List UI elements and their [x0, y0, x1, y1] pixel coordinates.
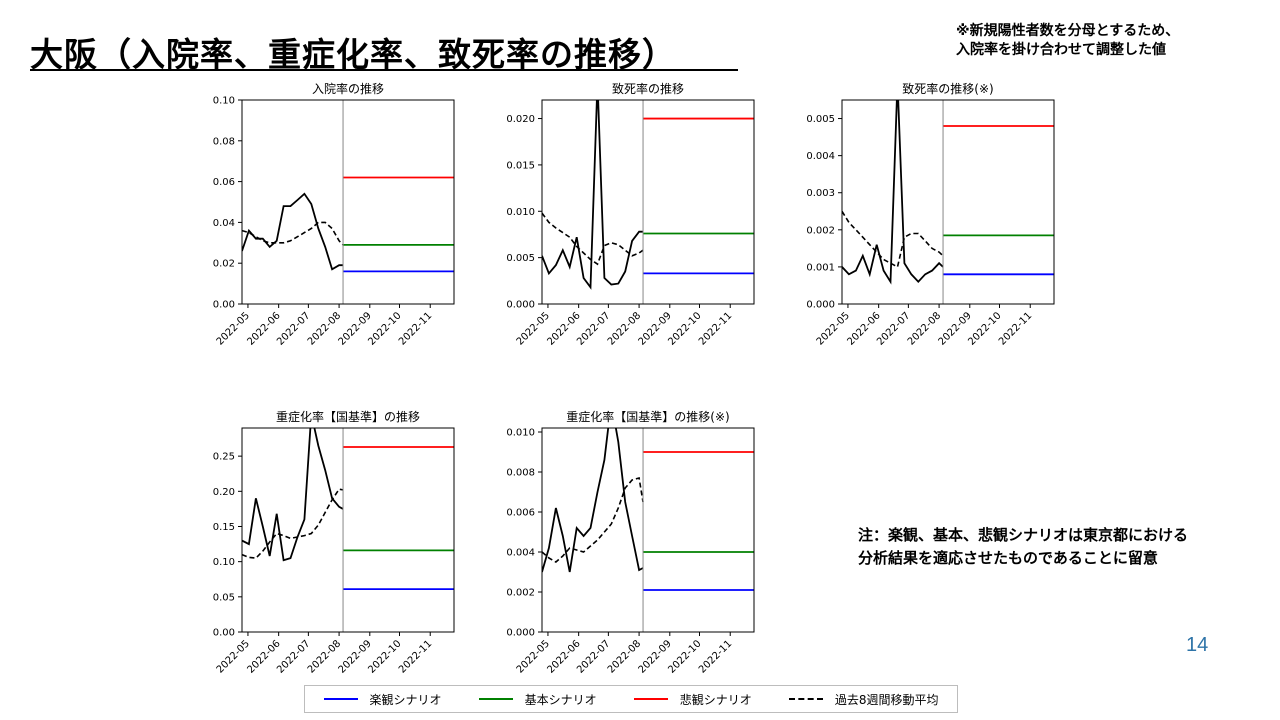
y-tick-label: 0.010: [506, 428, 535, 439]
legend-item-optimistic: 楽観シナリオ: [323, 691, 442, 708]
chart-fatality-rate-adjusted: 致死率の推移(※) 0.000 0.001 0.002 0.003 0.004 0.005 2…: [790, 76, 1070, 380]
y-tick-label: 0.000: [506, 300, 535, 311]
plot-area: [542, 100, 754, 290]
y-tick-label: 0.008: [506, 468, 535, 479]
y-tick-label: 0.04: [213, 218, 235, 229]
chart-title: 重症化率【国基準】の推移: [276, 409, 420, 424]
chart-svg: 重症化率【国基準】の推移(※) 0.000 0.002 0.004 0.006 0.008…: [506, 409, 755, 676]
legend-swatch-base: [478, 698, 513, 700]
y-tick-label: 0.015: [506, 160, 535, 171]
moving-average-line: [842, 210, 944, 269]
y-tick-label: 0.00: [213, 628, 235, 639]
plot-area: [842, 100, 1054, 285]
chart-severity-rate: 重症化率【国基準】の推移 0.00 0.05 0.10 0.15 0.20 0.25 2022…: [190, 404, 470, 708]
moving-average-line: [542, 476, 644, 563]
chart-fatality-rate: 致死率の推移 0.000 0.005 0.010 0.015 0.020 2022-05 20…: [490, 76, 770, 380]
title-underline: [30, 69, 738, 71]
plot-area: [542, 428, 754, 591]
y-tick-label: 0.15: [213, 522, 235, 533]
y-tick-label: 0.000: [806, 300, 835, 311]
chart-title: 入院率の推移: [312, 81, 384, 96]
y-tick-label: 0.10: [213, 96, 235, 107]
plot-frame: [841, 99, 1055, 305]
chart-svg: 致死率の推移(※) 0.000 0.001 0.002 0.003 0.004 0.005 2…: [806, 81, 1055, 348]
y-tick-label: 0.002: [806, 225, 835, 236]
chart-legend: 楽観シナリオ 基本シナリオ 悲観シナリオ 過去8週間移動平均: [304, 685, 958, 713]
y-tick-label: 0.08: [213, 136, 235, 147]
y-tick-label: 0.005: [506, 253, 535, 264]
y-tick-label: 0.10: [213, 557, 235, 568]
plot-area: [242, 176, 454, 273]
legend-swatch-moving-average: [788, 698, 823, 700]
moving-average-line: [242, 488, 344, 559]
legend-label: 悲観シナリオ: [679, 692, 752, 707]
legend-label: 基本シナリオ: [524, 692, 597, 707]
x-tick-label: 2022-11: [697, 638, 734, 675]
plot-frame: [541, 99, 755, 305]
actual-line: [542, 100, 643, 290]
y-tick-label: 0.05: [213, 592, 235, 603]
actual-line: [842, 100, 944, 285]
y-tick-label: 0.20: [213, 487, 235, 498]
x-tick-label: 2022-11: [997, 310, 1034, 347]
legend-swatch-pessimistic: [633, 698, 668, 700]
y-tick-label: 0.004: [506, 548, 535, 559]
y-tick-label: 0.006: [506, 508, 535, 519]
y-tick-label: 0.002: [506, 588, 535, 599]
y-tick-label: 0.06: [213, 177, 235, 188]
plot-frame: [241, 427, 455, 633]
chart-title: 重症化率【国基準】の推移(※): [566, 409, 729, 424]
chart-title: 致死率の推移(※): [902, 81, 993, 96]
chart-hospitalization-rate: 入院率の推移 0.00 0.02 0.04 0.06 0.08 0.10 2022-05 202…: [190, 76, 470, 380]
page-number: 14: [1186, 634, 1209, 656]
y-tick-label: 0.001: [806, 262, 835, 273]
side-note-line: 注：楽観、基本、悲観シナリオは東京都における: [858, 526, 1189, 544]
x-tick-label: 2022-11: [397, 638, 434, 675]
y-tick-label: 0.005: [806, 114, 835, 125]
legend-item-pessimistic: 悲観シナリオ: [633, 691, 752, 708]
legend-label: 楽観シナリオ: [369, 692, 442, 707]
x-tick-label: 2022-11: [397, 310, 434, 347]
chart-title: 致死率の推移: [612, 81, 684, 96]
y-tick-label: 0.000: [506, 628, 535, 639]
side-note-line: 分析結果を適応させたものであることに留意: [858, 549, 1158, 567]
actual-line: [242, 192, 343, 271]
actual-line: [242, 428, 344, 562]
plot-frame: [541, 427, 755, 633]
chart-svg: 入院率の推移0.000.020.040.060.080.102022-05202…: [213, 81, 455, 348]
chart-svg: 致死率の推移0.0000.0050.0100.0150.0202022-0520…: [506, 81, 755, 348]
chart-svg: 重症化率【国基準】の推移 0.00 0.05 0.10 0.15 0.20 0.25 2022…: [213, 409, 455, 676]
legend-label: 過去8週間移動平均: [834, 692, 939, 707]
top-note-line: ※新規陽性者数を分母とするため、: [956, 23, 1180, 39]
y-tick-label: 0.020: [506, 114, 535, 125]
y-tick-label: 0.010: [506, 207, 535, 218]
legend-swatch-optimistic: [323, 698, 358, 700]
moving-average-line: [242, 221, 344, 246]
x-tick-label: 2022-11: [697, 310, 734, 347]
y-tick-label: 0.25: [213, 452, 235, 463]
chart-severity-rate-adjusted: 重症化率【国基準】の推移(※) 0.000 0.002 0.004 0.006 0.008…: [490, 404, 770, 708]
y-tick-label: 0.00: [213, 300, 235, 311]
plot-frame: [241, 99, 455, 305]
y-tick-label: 0.02: [213, 259, 235, 270]
legend-item-moving-average: 過去8週間移動平均: [788, 691, 939, 708]
top-note: ※新規陽性者数を分母とするため、 入院率を掛け合わせて調整した値: [956, 22, 1179, 60]
y-tick-label: 0.003: [806, 188, 835, 199]
page-title: 大阪（入院率、重症化率、致死率の推移）: [30, 35, 676, 74]
top-note-line: 入院率を掛け合わせて調整した値: [956, 42, 1166, 58]
actual-line: [542, 428, 644, 573]
plot-area: [242, 428, 454, 590]
side-note: 注：楽観、基本、悲観シナリオは東京都における 分析結果を適応させたものであること…: [858, 524, 1188, 570]
y-tick-label: 0.004: [806, 151, 835, 162]
legend-item-base: 基本シナリオ: [478, 691, 597, 708]
